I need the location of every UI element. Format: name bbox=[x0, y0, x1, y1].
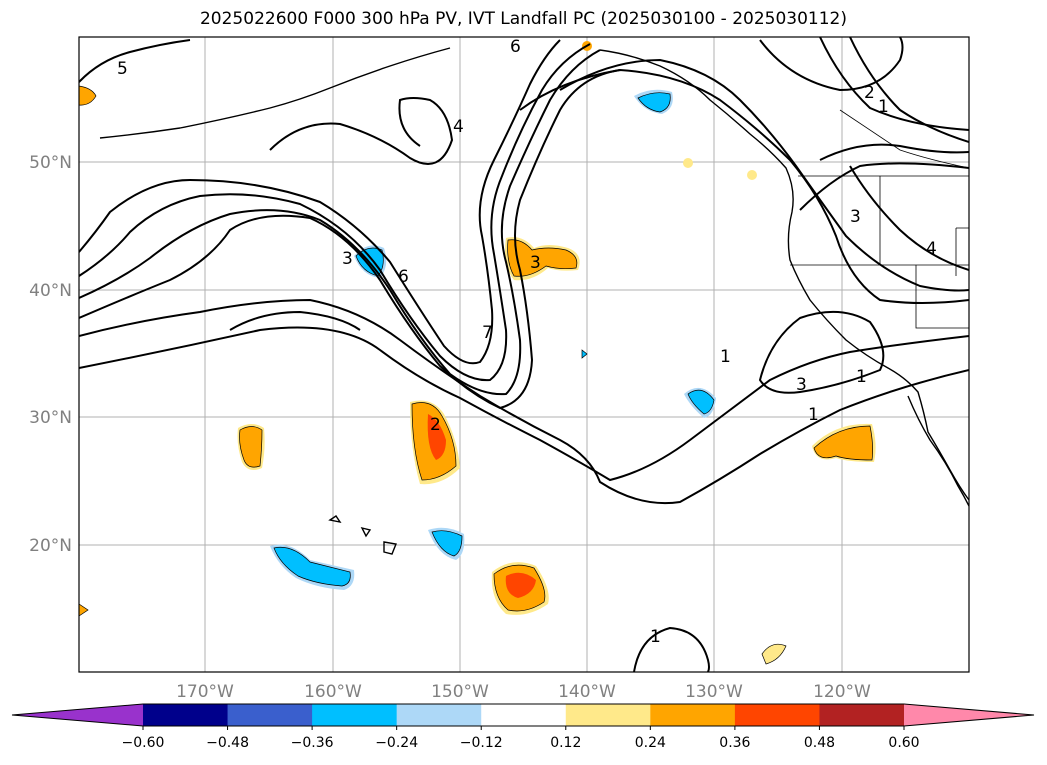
lon-label-120w: 120°W bbox=[813, 682, 871, 702]
colorbar-segment bbox=[227, 704, 313, 726]
colorbar-tick-label: −0.36 bbox=[291, 735, 334, 751]
pv-contour-4 bbox=[79, 49, 601, 396]
pv-contour-3 bbox=[79, 69, 621, 410]
pv-contour-12 bbox=[799, 162, 969, 211]
colorbar-extend-low bbox=[12, 704, 143, 726]
lat-label-20n: 20°N bbox=[29, 536, 72, 556]
pv-contour-13 bbox=[819, 143, 969, 161]
colorbar-segment bbox=[312, 704, 398, 726]
colorbar-segment bbox=[481, 704, 567, 726]
colorbar-tick-label: −0.48 bbox=[206, 735, 249, 751]
coastlines bbox=[99, 47, 969, 555]
pv-contour-5 bbox=[79, 43, 591, 382]
contour-label: 1 bbox=[650, 627, 661, 647]
colorbar-tick-label: 0.24 bbox=[635, 735, 666, 751]
lon-label-130w: 130°W bbox=[685, 682, 743, 702]
pv-contour-16 bbox=[759, 37, 904, 92]
state-border bbox=[915, 265, 969, 329]
colorbar-tick-label: −0.12 bbox=[460, 735, 503, 751]
ivt-negative-blob bbox=[687, 389, 715, 415]
contour-label: 2 bbox=[430, 415, 441, 435]
pv-contour-11 bbox=[559, 58, 969, 292]
pv-contour-10 bbox=[519, 68, 969, 304]
pv-contour-14 bbox=[849, 165, 969, 271]
ivt-negative-blob bbox=[273, 546, 351, 587]
ivt-positive-blob bbox=[761, 643, 787, 665]
aleutian-coast bbox=[99, 47, 451, 139]
pv-contour-17 bbox=[849, 37, 969, 143]
colorbar-segment bbox=[143, 704, 229, 726]
north-america-coast bbox=[599, 49, 969, 501]
ivt-strong-core bbox=[505, 572, 536, 598]
contour-label: 6 bbox=[398, 267, 409, 287]
pv-contour-15 bbox=[758, 310, 885, 394]
contour-label: 2 bbox=[864, 83, 875, 103]
contour-label: 7 bbox=[482, 323, 493, 343]
state-border bbox=[955, 227, 969, 276]
colorbar-segment bbox=[650, 704, 736, 726]
colorbar-tick-label: 0.60 bbox=[888, 735, 919, 751]
map-title: 2025022600 F000 300 hPa PV, IVT Landfall… bbox=[199, 9, 847, 29]
contour-label: 1 bbox=[856, 367, 867, 387]
lon-label-160w: 160°W bbox=[304, 682, 362, 702]
ivt-strong-core bbox=[427, 414, 446, 460]
lon-label-150w: 150°W bbox=[431, 682, 489, 702]
ivt-negative-blob bbox=[431, 530, 463, 557]
ivt-negative-blob bbox=[637, 92, 671, 113]
colorbar-tick-label: −0.24 bbox=[375, 735, 418, 751]
contour-label: 3 bbox=[530, 253, 541, 273]
colorbar-tick-label: −0.60 bbox=[122, 735, 165, 751]
pv-contour-9 bbox=[79, 39, 191, 83]
lon-label-170w: 170°W bbox=[176, 682, 234, 702]
contour-label: 1 bbox=[720, 347, 731, 367]
colorbar-segment bbox=[565, 704, 651, 726]
contour-label: 1 bbox=[878, 97, 889, 117]
colorbar-segment bbox=[734, 704, 820, 726]
colorbar: −0.60 −0.48 −0.36 −0.24 −0.12 0.12 0.24 0.36 0.4… bbox=[11, 703, 1035, 751]
contour-label: 4 bbox=[926, 239, 937, 259]
lat-label-50n: 50°N bbox=[29, 153, 72, 173]
contour-label: 5 bbox=[117, 59, 128, 79]
lat-label-40n: 40°N bbox=[29, 281, 72, 301]
ivt-positive-dot bbox=[747, 170, 757, 180]
lon-label-140w: 140°W bbox=[558, 682, 616, 702]
hawaii-islands bbox=[328, 515, 397, 555]
contour-label: 3 bbox=[796, 375, 807, 395]
baja-coast bbox=[907, 395, 969, 507]
colorbar-segment bbox=[819, 704, 905, 726]
ivt-shading bbox=[79, 41, 876, 665]
longitude-labels: 170°W 160°W 150°W 140°W 130°W 120°W bbox=[176, 682, 871, 702]
contour-label: 1 bbox=[808, 405, 819, 425]
lat-label-30n: 30°N bbox=[29, 408, 72, 428]
ivt-positive-blob bbox=[813, 425, 874, 461]
pv-contour-7 bbox=[229, 310, 361, 331]
pv-contours bbox=[79, 37, 969, 672]
contour-label: 3 bbox=[850, 207, 861, 227]
colorbar-tick-label: 0.36 bbox=[719, 735, 750, 751]
province-border bbox=[839, 109, 969, 169]
ivt-positive-dot bbox=[683, 158, 693, 168]
ivt-negative-dot bbox=[581, 349, 588, 359]
pv-contour-18 bbox=[819, 37, 969, 131]
latitude-labels: 50°N 40°N 30°N 20°N bbox=[29, 153, 72, 556]
colorbar-segment bbox=[396, 704, 482, 726]
contour-labels: 5 6 3 4 6 3 7 2 1 1 3 1 2 1 3 4 1 bbox=[117, 37, 937, 647]
ivt-positive-blob bbox=[79, 85, 97, 106]
contour-label: 6 bbox=[510, 37, 521, 57]
colorbar-tick-label: 0.12 bbox=[550, 735, 581, 751]
ivt-positive-blob bbox=[507, 239, 578, 277]
contour-label: 3 bbox=[342, 249, 353, 269]
pv-contour-1 bbox=[79, 326, 969, 482]
colorbar-extend-high bbox=[904, 704, 1034, 726]
pv-contour-8 bbox=[269, 97, 454, 165]
contour-label: 4 bbox=[453, 117, 464, 137]
map-frame bbox=[78, 36, 970, 673]
ivt-positive-blob bbox=[79, 603, 89, 617]
pv-contour-6 bbox=[79, 39, 561, 365]
colorbar-tick-label: 0.48 bbox=[804, 735, 835, 751]
ivt-positive-blob bbox=[239, 426, 263, 468]
pv-contour-19 bbox=[633, 626, 710, 672]
pv-contour-2 bbox=[79, 298, 969, 505]
